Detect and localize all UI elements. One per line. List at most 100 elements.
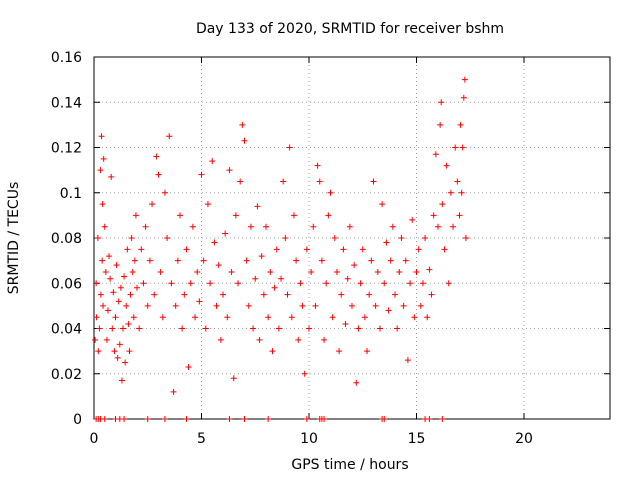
data-point [100,155,107,162]
data-point [344,275,351,282]
data-point [115,298,122,305]
data-point [122,359,129,366]
x-tick-label: 10 [300,431,318,447]
y-tick-label: 0.02 [51,367,82,383]
data-point [366,291,373,298]
data-point [389,223,396,230]
data-point [370,178,377,185]
data-point [124,246,131,253]
data-point [222,230,229,237]
data-point [445,280,452,287]
data-point [106,253,113,260]
data-point [273,246,280,253]
data-point [93,314,100,321]
data-point [239,121,246,128]
data-point [447,189,454,196]
data-point [230,375,237,382]
data-point [99,257,106,264]
data-point [185,363,192,370]
data-point [142,223,149,230]
data-point [179,325,186,332]
data-point [288,314,295,321]
data-point [290,212,297,219]
data-point [385,307,392,314]
data-point [353,379,360,386]
data-point [312,302,319,309]
x-tick-labels: 0 5 10 15 20 [90,431,533,447]
data-point [265,314,272,321]
data-point [120,325,127,332]
data-point [194,268,201,275]
data-point [243,257,250,264]
data-point [432,151,439,158]
data-point [368,257,375,264]
data-point [460,94,467,101]
x-tick-label: 15 [408,431,426,447]
data-point [323,280,330,287]
data-point [144,416,151,422]
grid-lines [94,57,610,419]
data-point [113,262,120,269]
data-point [374,268,381,275]
data-point [303,416,310,422]
data-point [413,268,420,275]
data-point [183,416,190,422]
data-point [314,162,321,169]
data-point [192,314,199,321]
data-point [161,416,168,422]
data-point [131,257,138,264]
data-point [92,336,99,343]
data-point [121,416,128,422]
data-point [456,212,463,219]
data-point [308,268,315,275]
data-point [265,416,272,422]
data-point [117,284,124,291]
data-point [112,314,119,321]
data-point [457,121,464,128]
data-point [275,325,282,332]
data-point [101,223,108,230]
data-point [155,171,162,178]
data-point [407,280,414,287]
data-point [306,325,312,332]
data-point [454,178,461,185]
data-point [250,325,257,332]
data-point [398,235,405,241]
data-point [269,348,276,355]
data-point [387,257,394,264]
data-point [121,273,128,280]
data-point [426,416,433,422]
data-point [376,325,383,332]
data-point [213,302,220,309]
data-point [392,291,398,298]
data-point [130,314,137,321]
data-point [443,162,450,169]
data-point [159,314,166,321]
data-point [278,275,285,282]
data-point [424,314,431,321]
data-point [237,178,244,185]
data-point [129,268,136,275]
data-point [417,302,424,309]
data-point [166,133,173,140]
data-point [415,246,422,253]
data-point [207,280,214,287]
data-point [252,275,259,282]
data-point [450,223,457,230]
data-point [107,275,114,282]
data-point [235,280,242,287]
data-point [127,291,134,298]
data-point [426,266,433,273]
data-point [220,291,226,298]
data-point [215,262,222,269]
plot-frame [93,56,611,420]
data-point [349,302,355,309]
data-point [168,280,175,287]
data-point [102,268,109,275]
data-point [174,257,181,264]
data-point [99,201,106,208]
data-point [164,235,171,241]
y-tick-label: 0.06 [51,276,82,292]
data-point [100,302,107,309]
